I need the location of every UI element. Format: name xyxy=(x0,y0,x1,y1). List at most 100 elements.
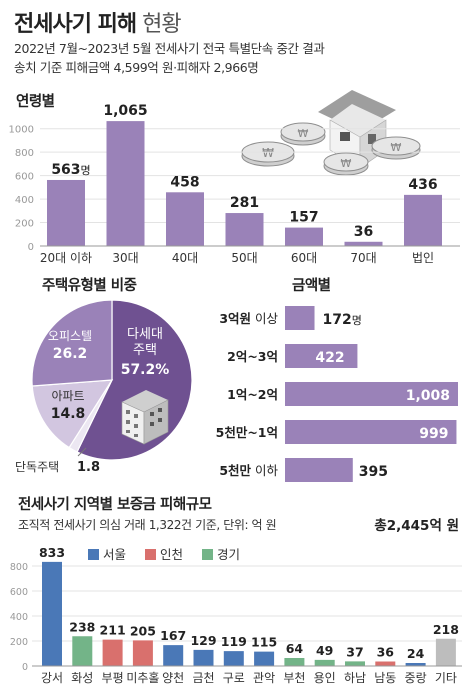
amount-category-label: 5천만~1억 xyxy=(216,425,278,440)
amount-category-label: 2억~3억 xyxy=(227,349,278,364)
age-ytick-label: 400 xyxy=(15,195,34,206)
pie-slice-label: 주택 xyxy=(133,343,157,358)
region-value-label: 833 xyxy=(39,545,65,560)
region-value-label: 211 xyxy=(100,623,126,638)
region-category-label: 부천 xyxy=(283,670,305,685)
region-value-label: 167 xyxy=(160,628,186,643)
amount-category-label: 1억~2억 xyxy=(227,387,278,402)
region-legend-swatch xyxy=(145,549,156,560)
age-ytick-label: 600 xyxy=(15,172,34,183)
region-category-label: 양천 xyxy=(162,670,184,685)
region-chart-subtitle: 조직적 전세사기 의심 거래 1,322건 기준, 단위: 억 원 xyxy=(18,518,277,532)
svg-text:₩: ₩ xyxy=(341,157,352,170)
region-value-label: 129 xyxy=(190,633,216,648)
age-ytick-label: 200 xyxy=(15,219,34,230)
region-value-label: 37 xyxy=(346,644,363,659)
region-value-label: 119 xyxy=(221,634,247,649)
pie-slice-value: 26.2 xyxy=(53,346,88,362)
amount-bar xyxy=(285,420,457,444)
amount-value-label: 999 xyxy=(419,426,448,442)
pie-slice-value: 14.8 xyxy=(51,406,86,422)
age-category-label: 70대 xyxy=(350,251,376,265)
region-bar xyxy=(254,651,275,666)
region-total: 총2,445억 원 xyxy=(374,518,459,534)
region-ytick-label: 600 xyxy=(10,587,28,598)
age-value-label: 36 xyxy=(354,224,373,240)
pie-slice xyxy=(31,299,113,387)
housing-chart-title: 주택유형별 비중 xyxy=(42,278,137,294)
age-bar xyxy=(404,194,442,246)
region-category-label: 중랑 xyxy=(405,671,427,685)
subtitle-period: 2022년 7월~2023년 5월 전세사기 전국 특별단속 중간 결과 xyxy=(14,41,325,56)
amount-value-label: 172명 xyxy=(323,312,362,328)
region-bar xyxy=(345,661,365,666)
region-category-label: 금천 xyxy=(192,670,214,685)
region-bar xyxy=(435,638,456,666)
region-value-label: 24 xyxy=(407,646,425,661)
region-legend-swatch xyxy=(88,549,99,560)
age-category-label: 40대 xyxy=(172,251,198,265)
house-coins-illustration: ₩ ₩ ₩ ₩ xyxy=(241,90,421,176)
age-value-label: 458 xyxy=(170,174,199,190)
region-category-label: 부평 xyxy=(102,671,124,685)
svg-text:₩: ₩ xyxy=(298,127,309,140)
amount-category-suffix: 이하 xyxy=(251,463,278,478)
amount-value-label: 422 xyxy=(315,350,344,366)
pie-leader-line xyxy=(77,447,87,457)
region-category-label: 미추홀 xyxy=(126,671,159,685)
region-category-label: 하남 xyxy=(344,671,366,685)
region-legend-label: 경기 xyxy=(217,547,240,562)
amount-category-label: 5천만 이하 xyxy=(219,463,278,478)
pie-slice-value: 57.2% xyxy=(121,362,170,378)
region-category-label: 화성 xyxy=(71,671,93,685)
svg-text:₩: ₩ xyxy=(391,141,402,154)
amount-category-label: 3억원 이상 xyxy=(219,311,278,326)
region-legend-label: 서울 xyxy=(103,547,126,562)
age-category-label: 20대 이하 xyxy=(40,251,92,265)
age-bar xyxy=(225,213,264,246)
region-bar xyxy=(72,636,93,666)
region-value-label: 205 xyxy=(130,623,156,638)
age-value-label: 1,065 xyxy=(103,103,147,119)
amount-chart-title: 금액별 xyxy=(292,278,331,294)
region-category-label: 구로 xyxy=(223,671,245,685)
amount-bar xyxy=(285,382,458,406)
region-category-label: 관악 xyxy=(253,671,275,685)
region-bar xyxy=(314,659,335,666)
region-value-label: 218 xyxy=(433,622,459,637)
age-bar xyxy=(106,121,145,246)
subtitle-totals: 송치 기준 피해금액 4,599억 원·피해자 2,966명 xyxy=(14,60,259,75)
age-bar xyxy=(285,227,323,246)
pie-slice-label: 단독주택 xyxy=(15,460,59,474)
region-bar xyxy=(223,651,244,666)
age-value-label: 157 xyxy=(289,210,318,226)
region-ytick-label: 800 xyxy=(10,562,28,573)
pie-slice-value: 1.8 xyxy=(77,460,100,475)
region-ytick-label: 200 xyxy=(10,637,28,648)
age-ytick-label: 800 xyxy=(15,148,34,159)
age-category-label: 60대 xyxy=(291,251,317,265)
age-value-label: 281 xyxy=(230,195,259,211)
region-bar xyxy=(42,561,62,666)
age-ytick-label: 0 xyxy=(28,242,34,253)
age-ytick-label: 1000 xyxy=(9,125,34,136)
region-bar xyxy=(163,645,184,666)
age-unit-label: 명 xyxy=(81,164,91,177)
region-value-label: 238 xyxy=(69,619,95,634)
region-value-label: 115 xyxy=(251,635,277,650)
svg-text:₩: ₩ xyxy=(262,146,274,160)
pie-slice-label: 다세대 xyxy=(127,327,163,342)
region-category-label: 강서 xyxy=(41,671,63,685)
amount-bar xyxy=(285,344,358,368)
amount-value-label: 395 xyxy=(359,464,388,480)
region-category-label: 기타 xyxy=(435,671,457,685)
age-value-label: 563명 xyxy=(51,162,90,178)
region-legend-swatch xyxy=(202,549,213,560)
pie-slice xyxy=(31,379,114,449)
region-legend-label: 인천 xyxy=(160,547,183,562)
building-icon xyxy=(121,390,169,445)
amount-category-suffix: 이상 xyxy=(251,311,278,326)
age-bar xyxy=(166,192,204,246)
region-ytick-label: 400 xyxy=(10,612,28,623)
